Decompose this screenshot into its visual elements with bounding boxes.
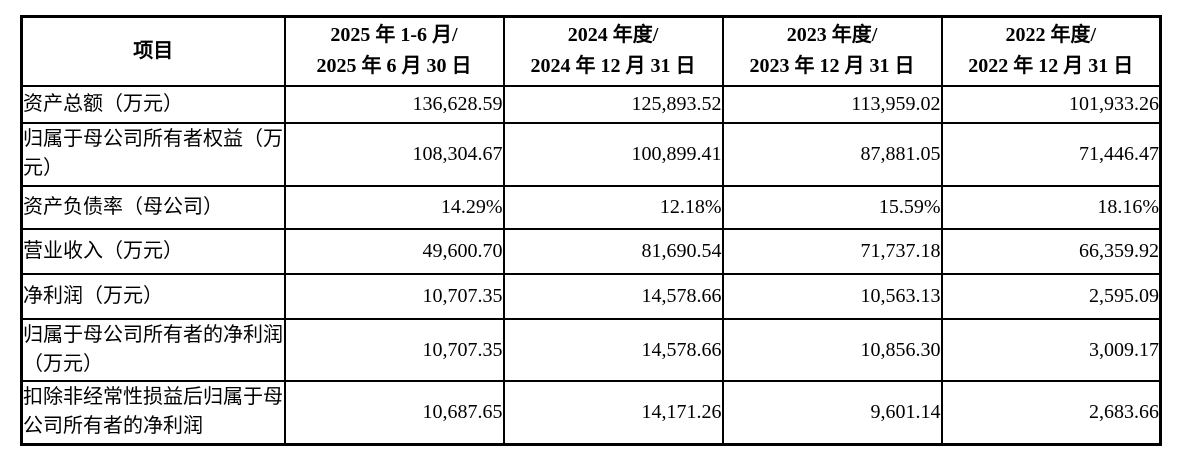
row-label: 资产总额（万元） — [20, 84, 286, 124]
cell-value: 2,595.09 — [940, 272, 1162, 320]
table-row-total-assets: 资产总额（万元） 136,628.59 125,893.52 113,959.0… — [20, 84, 1162, 124]
header-row: 项目 2025 年 1-6 月/ 2025 年 6 月 30 日 2024 年度… — [20, 15, 1162, 87]
cell-value: 108,304.67 — [283, 121, 505, 187]
table-row-revenue: 营业收入（万元） 49,600.70 81,690.54 71,737.18 6… — [20, 227, 1162, 275]
header-period-2024-line2: 2024 年 12 月 31 日 — [530, 55, 696, 78]
cell-value: 14,171.26 — [502, 379, 724, 446]
table-row-net-profit: 净利润（万元） 10,707.35 14,578.66 10,563.13 2,… — [20, 272, 1162, 320]
cell-value: 14,578.66 — [502, 317, 724, 382]
financial-summary-table: 项目 2025 年 1-6 月/ 2025 年 6 月 30 日 2024 年度… — [20, 15, 1162, 446]
cell-value: 100,899.41 — [502, 121, 724, 187]
header-period-2023-line2: 2023 年 12 月 31 日 — [749, 55, 915, 78]
cell-value: 14.29% — [283, 184, 505, 230]
cell-value: 12.18% — [502, 184, 724, 230]
header-period-2025-line2: 2025 年 6 月 30 日 — [316, 55, 472, 78]
header-period-2025: 2025 年 1-6 月/ 2025 年 6 月 30 日 — [283, 15, 505, 87]
table-row-deducted-net-profit: 扣除非经常性损益后归属于母公司所有者的净利润 10,687.65 14,171.… — [20, 379, 1162, 446]
table-row-parent-equity: 归属于母公司所有者权益（万元） 108,304.67 100,899.41 87… — [20, 121, 1162, 187]
table-header: 项目 2025 年 1-6 月/ 2025 年 6 月 30 日 2024 年度… — [20, 15, 1162, 87]
cell-value: 136,628.59 — [283, 84, 505, 124]
header-period-2022-line2: 2022 年 12 月 31 日 — [968, 55, 1134, 78]
cell-value: 113,959.02 — [721, 84, 943, 124]
header-period-2024-line1: 2024 年度/ — [567, 24, 659, 47]
table-row-parent-net-profit: 归属于母公司所有者的净利润（万元） 10,707.35 14,578.66 10… — [20, 317, 1162, 382]
cell-value: 125,893.52 — [502, 84, 724, 124]
cell-value: 10,856.30 — [721, 317, 943, 382]
header-period-2024: 2024 年度/ 2024 年 12 月 31 日 — [502, 15, 724, 87]
cell-value: 71,446.47 — [940, 121, 1162, 187]
row-label: 资产负债率（母公司） — [20, 184, 286, 230]
cell-value: 2,683.66 — [940, 379, 1162, 446]
header-period-2023: 2023 年度/ 2023 年 12 月 31 日 — [721, 15, 943, 87]
cell-value: 87,881.05 — [721, 121, 943, 187]
cell-value: 10,687.65 — [283, 379, 505, 446]
row-label: 扣除非经常性损益后归属于母公司所有者的净利润 — [20, 379, 286, 446]
row-label: 营业收入（万元） — [20, 227, 286, 275]
cell-value: 49,600.70 — [283, 227, 505, 275]
header-period-2022: 2022 年度/ 2022 年 12 月 31 日 — [940, 15, 1162, 87]
table-row-debt-ratio: 资产负债率（母公司） 14.29% 12.18% 15.59% 18.16% — [20, 184, 1162, 230]
row-label: 净利润（万元） — [20, 272, 286, 320]
row-label: 归属于母公司所有者权益（万元） — [20, 121, 286, 187]
cell-value: 66,359.92 — [940, 227, 1162, 275]
header-period-2025-line1: 2025 年 1-6 月/ — [330, 24, 458, 47]
table-body: 资产总额（万元） 136,628.59 125,893.52 113,959.0… — [20, 84, 1162, 446]
cell-value: 71,737.18 — [721, 227, 943, 275]
cell-value: 3,009.17 — [940, 317, 1162, 382]
cell-value: 9,601.14 — [721, 379, 943, 446]
header-period-2022-line1: 2022 年度/ — [1005, 24, 1097, 47]
cell-value: 10,563.13 — [721, 272, 943, 320]
cell-value: 81,690.54 — [502, 227, 724, 275]
cell-value: 18.16% — [940, 184, 1162, 230]
cell-value: 14,578.66 — [502, 272, 724, 320]
cell-value: 101,933.26 — [940, 84, 1162, 124]
cell-value: 15.59% — [721, 184, 943, 230]
cell-value: 10,707.35 — [283, 317, 505, 382]
header-period-2023-line1: 2023 年度/ — [786, 24, 878, 47]
cell-value: 10,707.35 — [283, 272, 505, 320]
row-label: 归属于母公司所有者的净利润（万元） — [20, 317, 286, 382]
header-item: 项目 — [20, 15, 286, 87]
